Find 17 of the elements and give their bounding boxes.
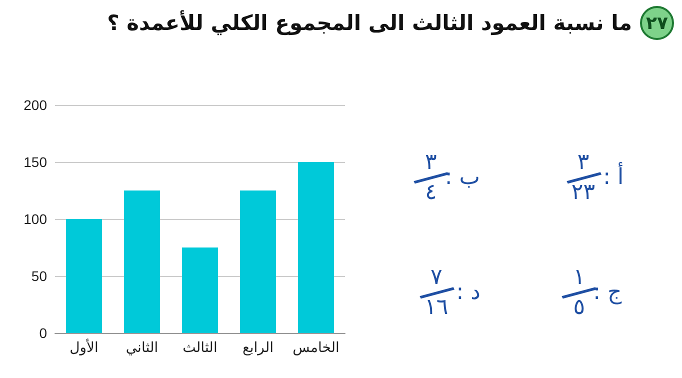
bar bbox=[182, 248, 218, 333]
y-tick-label: 100 bbox=[24, 211, 48, 227]
x-tick-label: الأول bbox=[70, 338, 98, 356]
chart-title: ما نسبة العمود الثالث الى المجموع الكلي للأعمدة ؟ bbox=[107, 11, 632, 35]
y-tick-label: 150 bbox=[24, 154, 48, 170]
y-tick-label: 0 bbox=[39, 325, 48, 341]
y-tick-label: 200 bbox=[24, 97, 48, 113]
x-tick-label: الثاني bbox=[126, 340, 158, 356]
bar bbox=[124, 190, 160, 333]
bar bbox=[66, 219, 102, 333]
text: ٢٧ bbox=[640, 6, 674, 40]
y-tick-label: 50 bbox=[31, 268, 48, 284]
x-tick-label: الرابع bbox=[242, 340, 274, 356]
x-tick-label: الثالث bbox=[182, 340, 218, 356]
bar bbox=[240, 190, 276, 333]
x-tick-label: الخامس bbox=[292, 340, 340, 356]
bar bbox=[298, 162, 334, 333]
